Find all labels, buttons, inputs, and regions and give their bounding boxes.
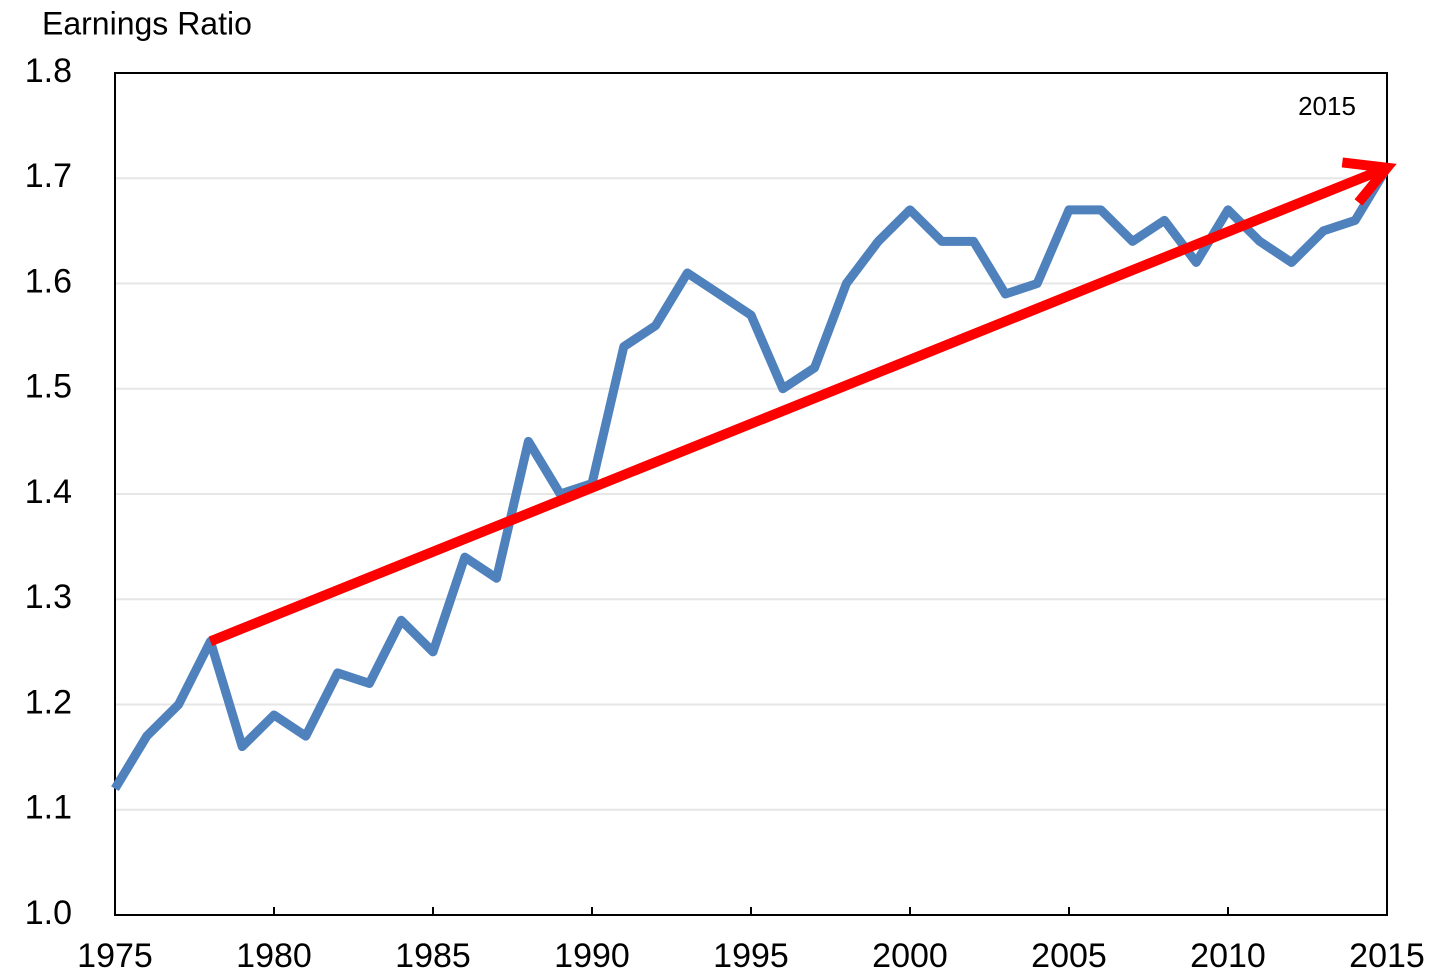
x-tick-label: 2005 — [1031, 937, 1107, 975]
x-tick-label: 2010 — [1190, 937, 1266, 975]
y-tick-label: 1.3 — [25, 578, 72, 616]
plot-border — [114, 72, 1388, 916]
trend-arrow — [208, 163, 1389, 646]
arrow-head — [1341, 157, 1397, 206]
y-axis-label: Earnings Ratio — [42, 5, 252, 41]
y-tick-label: 1.1 — [25, 789, 72, 827]
x-tick-label: 1985 — [395, 937, 471, 975]
y-tick-label: 1.8 — [25, 52, 72, 90]
annotation: 2015 — [1298, 91, 1356, 121]
x-tick-label: 1975 — [77, 937, 153, 975]
data-line — [111, 165, 1391, 792]
y-tick-label: 1.5 — [25, 368, 72, 406]
y-tick-label: 1.4 — [25, 473, 72, 511]
x-tick-label: 1995 — [713, 937, 789, 975]
y-tick-label: 1.6 — [25, 262, 72, 300]
y-tick-label: 1.7 — [25, 157, 72, 195]
y-tick-label: 1.0 — [25, 894, 72, 932]
x-tick-label: 1990 — [554, 937, 630, 975]
x-tick-label: 1980 — [236, 937, 312, 975]
y-tick-label: 1.2 — [25, 683, 72, 721]
x-tick-label: 2015 — [1349, 937, 1425, 975]
x-tick-label: 2000 — [872, 937, 948, 975]
